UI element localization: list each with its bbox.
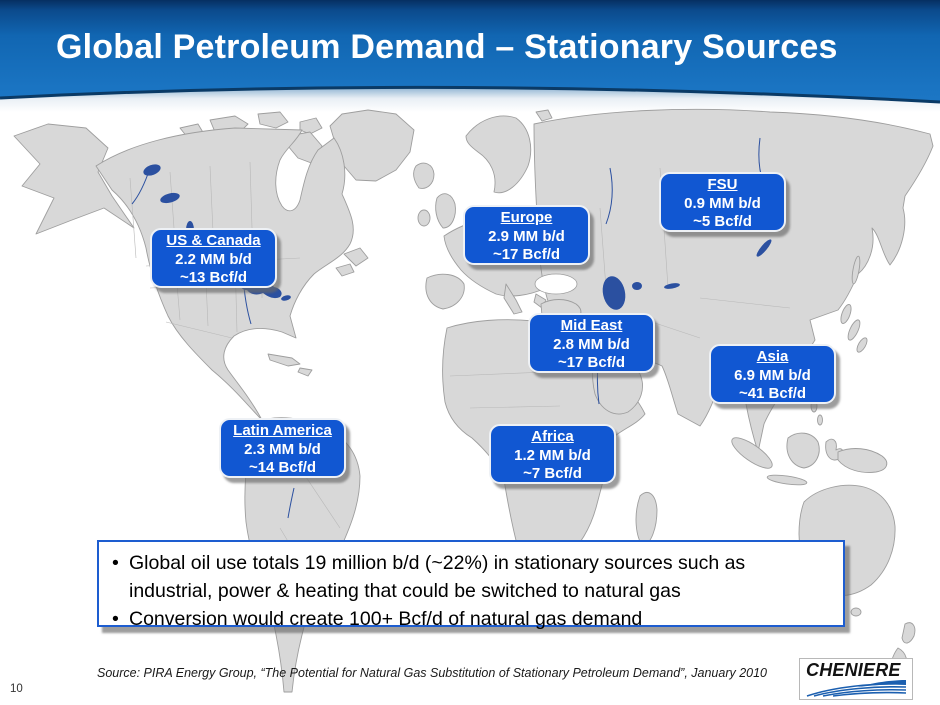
page-number: 10 (10, 683, 23, 695)
callout-asia: Asia 6.9 MM b/d ~41 Bcf/d (709, 344, 836, 404)
callout-region-label: Europe (500, 209, 553, 226)
callout-oil-value: 2.8 MM b/d (553, 335, 630, 353)
landmass-japan (840, 304, 868, 353)
callout-oil-value: 2.3 MM b/d (244, 440, 321, 458)
bullet-marker: • (112, 552, 119, 574)
callout-fsu: FSU 0.9 MM b/d ~5 Bcf/d (659, 172, 786, 232)
callout-region-label: US & Canada (166, 232, 261, 249)
callout-gas-value: ~13 Bcf/d (179, 269, 248, 286)
callout-oil-value: 1.2 MM b/d (514, 446, 591, 464)
black-sea (534, 273, 578, 295)
lakes-and-rivers (131, 137, 805, 519)
callout-region-label: Latin America (233, 422, 332, 439)
callout-gas-value: ~41 Bcf/d (738, 385, 807, 402)
callout-region-label: Mid East (560, 317, 623, 334)
bullet-marker: • (112, 608, 119, 630)
logo-wordmark: CHENIERE (806, 660, 901, 680)
callout-oil-value: 2.9 MM b/d (488, 227, 565, 245)
source-note: Source: PIRA Energy Group, “The Potentia… (97, 666, 768, 680)
callout-region-label: FSU (707, 176, 738, 193)
callout-gas-value: ~5 Bcf/d (693, 213, 752, 230)
bullet-text: Conversion would create 100+ Bcf/d of na… (129, 608, 643, 630)
callout-region-label: Asia (756, 348, 789, 365)
callout-oil-value: 6.9 MM b/d (734, 366, 811, 384)
logo-swoosh-icon (806, 680, 907, 697)
bullet-item: • Global oil use totals 19 million b/d (… (112, 549, 833, 605)
landmass-alaska (13, 123, 135, 235)
callout-region-label: Africa (531, 428, 574, 445)
header-swoosh-decoration (0, 85, 940, 112)
callout-latin-america: Latin America 2.3 MM b/d ~14 Bcf/d (219, 418, 346, 478)
callout-gas-value: ~7 Bcf/d (523, 465, 582, 482)
bullet-item: • Conversion would create 100+ Bcf/d of … (112, 605, 833, 633)
callout-mid-east: Mid East 2.8 MM b/d ~17 Bcf/d (528, 313, 655, 373)
callout-africa: Africa 1.2 MM b/d ~7 Bcf/d (489, 424, 616, 484)
landmass-southeast-asia-islands (731, 365, 888, 486)
landmass-greenland (329, 109, 435, 189)
callout-oil-value: 0.9 MM b/d (684, 194, 761, 212)
callout-gas-value: ~14 Bcf/d (248, 459, 317, 476)
callout-oil-value: 2.2 MM b/d (175, 250, 252, 268)
summary-box: • Global oil use totals 19 million b/d (… (97, 540, 845, 630)
page-title: Global Petroleum Demand – Stationary Sou… (56, 28, 838, 66)
cheniere-logo: CHENIERE (799, 658, 913, 700)
callout-us-canada: US & Canada 2.2 MM b/d ~13 Bcf/d (150, 228, 277, 288)
callout-europe: Europe 2.9 MM b/d ~17 Bcf/d (463, 205, 590, 265)
bullet-text: Global oil use totals 19 million b/d (~2… (129, 552, 746, 602)
slide-header: Global Petroleum Demand – Stationary Sou… (0, 0, 940, 112)
callout-gas-value: ~17 Bcf/d (492, 246, 561, 263)
callout-gas-value: ~17 Bcf/d (557, 354, 626, 371)
